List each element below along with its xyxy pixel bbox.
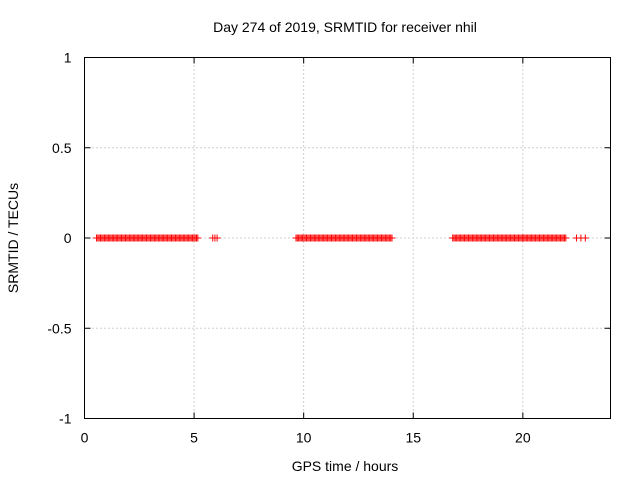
tick-layer <box>84 57 611 419</box>
y-tick-label: 0.5 <box>52 140 72 156</box>
y-tick-label: -1 <box>59 411 72 427</box>
x-tick-label: 20 <box>515 430 531 446</box>
data-point <box>562 234 570 242</box>
chart-title: Day 274 of 2019, SRMTID for receiver nhi… <box>213 19 477 35</box>
x-tick-label: 0 <box>81 430 89 446</box>
data-point <box>194 234 202 242</box>
y-tick-label: 0 <box>64 230 72 246</box>
data-point <box>388 234 396 242</box>
data-layer <box>93 234 589 242</box>
x-tick-label: 10 <box>296 430 312 446</box>
data-point <box>581 234 589 242</box>
x-tick-label: 15 <box>405 430 421 446</box>
y-axis-label: SRMTID / TECUs <box>5 183 21 293</box>
data-point <box>213 234 221 242</box>
label-layer: 0 5 10 15 20 -1 -0.5 0 0.5 1 <box>47 50 530 446</box>
x-axis-label: GPS time / hours <box>292 458 399 474</box>
x-tick-label: 5 <box>190 430 198 446</box>
y-tick-label: 1 <box>64 50 72 66</box>
y-tick-label: -0.5 <box>47 320 71 336</box>
